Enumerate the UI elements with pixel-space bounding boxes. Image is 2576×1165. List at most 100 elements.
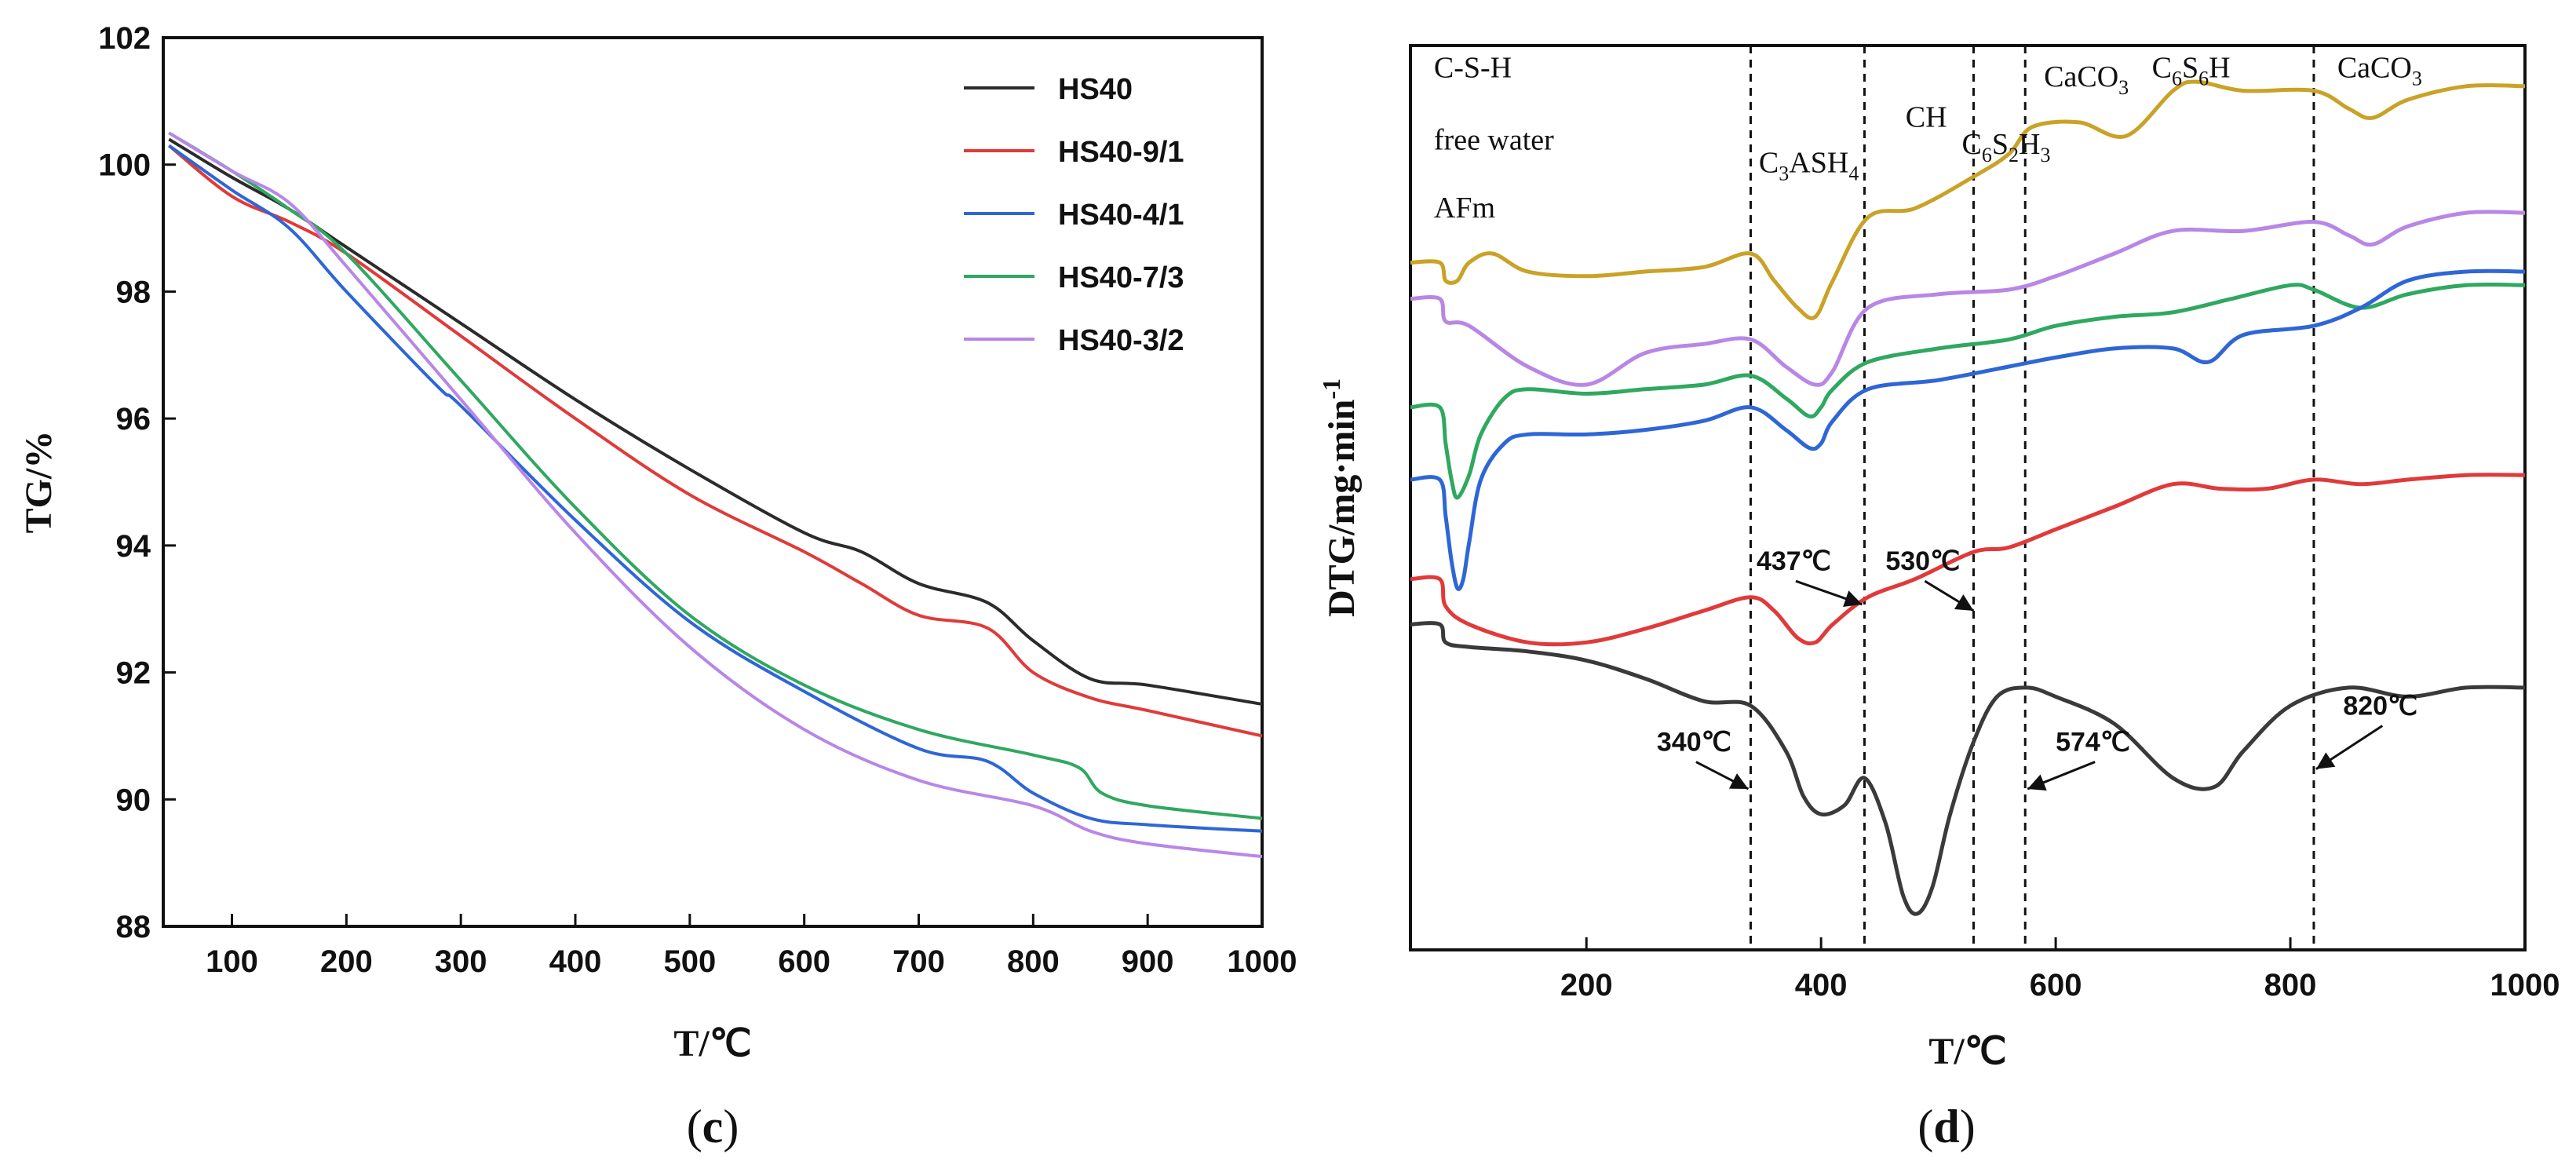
d-series-line — [1410, 282, 2526, 500]
panel-d-y-axis-label-base: DTG/mg·min — [1321, 400, 1363, 617]
panel-d-plot-frame — [1409, 44, 2527, 951]
d-region-label-part: C — [1962, 128, 1982, 161]
panel-d-x-axis-label: T/℃ — [1928, 1031, 2006, 1072]
d-x-tick-label: 400 — [1795, 968, 1848, 1002]
d-region-label-part: C — [1759, 146, 1779, 179]
panel-c-x-ticks: 100 200 300 400 500 600 700 800 900 1000 — [206, 914, 1297, 979]
panel-c-series — [168, 131, 1263, 859]
c-x-tick-label: 400 — [549, 944, 602, 979]
c-x-tick-label: 900 — [1122, 944, 1174, 979]
d-temp-label: 340℃ — [1657, 728, 1731, 758]
panel-c: 88 90 92 94 96 98 100 102 100 200 300 400 500 600 700… — [18, 21, 1297, 1152]
c-y-tick-label: 102 — [98, 21, 151, 56]
c-x-tick-label: 200 — [320, 944, 373, 979]
d-x-tick-label: 600 — [2030, 968, 2082, 1002]
d-series-line — [1410, 210, 2526, 387]
d-region-label-subscript: 6 — [2198, 67, 2209, 89]
panel-d-vertical-markers — [1749, 46, 2315, 950]
d-series-line — [1410, 268, 2526, 591]
d-region-label: CaCO3​ — [2044, 60, 2129, 99]
panel-d-x-ticks: 200 400 600 800 1000 — [1560, 937, 2560, 1002]
c-y-tick-label: 90 — [116, 783, 151, 817]
c-x-tick-label: 300 — [435, 944, 487, 979]
d-temp-label: 437℃ — [1757, 546, 1831, 576]
c-x-tick-label: 100 — [206, 944, 258, 979]
d-temp-arrow-head — [2315, 752, 2336, 769]
c-legend-label: HS40-7/3 — [1058, 261, 1184, 294]
d-x-tick-label: 800 — [2264, 968, 2317, 1002]
d-region-label-part: ASH — [1789, 146, 1848, 179]
d-region-label-subscript: 2 — [2009, 144, 2019, 166]
d-region-label-subscript: 6 — [2172, 67, 2182, 89]
d-region-label-subscript: 3 — [2412, 67, 2422, 89]
d-region-label-part: H — [2019, 128, 2040, 161]
c-legend-label: HS40-3/2 — [1058, 324, 1184, 357]
c-y-tick-label: 88 — [116, 910, 151, 944]
d-region-label-part: S — [1992, 128, 2009, 161]
d-temp-arrow-head — [1843, 590, 1863, 608]
panel-c-tag-letter: c — [702, 1101, 724, 1152]
panel-c-legend: HS40 HS40-9/1 HS40-4/1 HS40-7/3 HS40-3/2 — [964, 73, 1184, 357]
c-x-tick-label: 500 — [663, 944, 716, 979]
c-x-tick-label: 800 — [1007, 944, 1060, 979]
d-region-label: C6​S2​H3​ — [1962, 128, 2051, 166]
c-x-tick-label: 1000 — [1228, 944, 1297, 979]
panel-c-x-axis-label: T/℃ — [673, 1023, 751, 1065]
d-region-label-part: C — [2152, 51, 2172, 84]
d-region-label: free water — [1434, 123, 1554, 156]
c-legend-label: HS40-4/1 — [1058, 199, 1184, 232]
c-x-tick-label: 700 — [892, 944, 945, 979]
d-temp-label: 574℃ — [2056, 728, 2130, 758]
c-y-tick-label: 94 — [116, 529, 151, 564]
d-region-label-subscript: 3 — [2040, 144, 2050, 166]
d-region-label-subscript: 3 — [1779, 162, 1789, 184]
c-y-tick-label: 96 — [116, 402, 151, 436]
d-region-label-subscript: 4 — [1848, 162, 1859, 184]
d-temp-arrow-head — [1954, 594, 1974, 611]
d-region-label-part: S — [2182, 51, 2198, 84]
panel-d-tag: (d) — [1917, 1101, 1975, 1152]
d-region-label: CH — [1906, 101, 1947, 134]
d-temp-label: 820℃ — [2343, 691, 2417, 721]
d-region-label: C3​ASH4​ — [1759, 146, 1859, 184]
panel-d-temperature-annotations: 340℃ 437℃ 530℃ 574℃ 820℃ — [1657, 546, 2417, 791]
d-temp-label: 530℃ — [1885, 546, 1960, 576]
panel-d: 200 400 600 800 1000 C-S-H free water AFm C3​AS… — [1317, 44, 2560, 1152]
c-y-tick-label: 92 — [116, 656, 151, 691]
d-region-label: CaCO3​ — [2337, 51, 2422, 89]
c-series-line — [168, 144, 1263, 738]
d-region-label-part: H — [2209, 51, 2230, 84]
panel-d-tag-letter: d — [1933, 1101, 1959, 1152]
panel-d-y-axis-label: DTG/mg·min-1 — [1317, 378, 1363, 617]
d-region-label-subscript: 3 — [2118, 76, 2129, 99]
c-series-line — [168, 144, 1263, 833]
panel-c-y-axis-label: TG/% — [18, 431, 60, 534]
c-legend-label: HS40 — [1058, 73, 1133, 106]
c-legend-label: HS40-9/1 — [1058, 136, 1184, 169]
d-temp-arrow-head — [2027, 774, 2047, 791]
c-y-tick-label: 100 — [98, 148, 151, 183]
d-region-label-part: CaCO — [2044, 60, 2118, 93]
d-region-label: C-S-H — [1434, 51, 1512, 84]
panel-d-series — [1410, 79, 2526, 916]
panel-c-y-ticks: 88 90 92 94 96 98 100 102 — [98, 21, 176, 944]
d-series-line — [1410, 473, 2526, 647]
panel-c-tag: (c) — [687, 1101, 739, 1152]
panel-d-y-axis-label-exponent: -1 — [1317, 378, 1345, 400]
d-region-label-subscript: 6 — [1982, 144, 1992, 166]
c-y-tick-label: 98 — [116, 275, 151, 309]
d-region-label: C6​S6​H — [2152, 51, 2231, 89]
d-region-label-part: CaCO — [2337, 51, 2412, 84]
c-series-line — [168, 131, 1263, 859]
d-series-line — [1410, 79, 2526, 320]
d-x-tick-label: 1000 — [2490, 968, 2560, 1002]
d-temp-arrow-head — [1728, 773, 1749, 789]
d-series-line — [1410, 621, 2526, 916]
d-region-label: AFm — [1434, 192, 1495, 225]
c-x-tick-label: 600 — [778, 944, 830, 979]
panel-c-plot-frame — [162, 36, 1264, 928]
d-x-tick-label: 200 — [1560, 968, 1613, 1002]
